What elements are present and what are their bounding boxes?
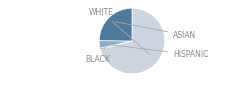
Wedge shape bbox=[100, 41, 132, 49]
Wedge shape bbox=[99, 41, 132, 48]
Wedge shape bbox=[99, 8, 132, 41]
Text: BLACK: BLACK bbox=[85, 48, 110, 64]
Text: HISPANIC: HISPANIC bbox=[107, 44, 208, 59]
Wedge shape bbox=[100, 8, 165, 74]
Legend: 70.8%, 24.8%, 3.7%, 0.6%: 70.8%, 24.8%, 3.7%, 0.6% bbox=[14, 98, 151, 100]
Text: WHITE: WHITE bbox=[89, 8, 150, 54]
Text: ASIAN: ASIAN bbox=[115, 22, 196, 40]
